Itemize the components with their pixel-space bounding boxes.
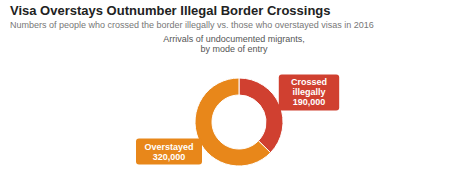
html-text:Arrivals of undocumented migra: Arrivals of undocumented migrants, by mo…	[163, 34, 305, 54]
html-text:Numbers of people who crossed: Numbers of people who crossed the border…	[10, 20, 374, 30]
svg-text:Overstayed320,000: Overstayed320,000	[144, 142, 193, 162]
svg-text:Crossedillegally190,000: Crossedillegally190,000	[291, 77, 327, 107]
html-text:Visa Overstays Outnumber Illeg: Visa Overstays Outnumber Illegal Border …	[10, 3, 331, 18]
